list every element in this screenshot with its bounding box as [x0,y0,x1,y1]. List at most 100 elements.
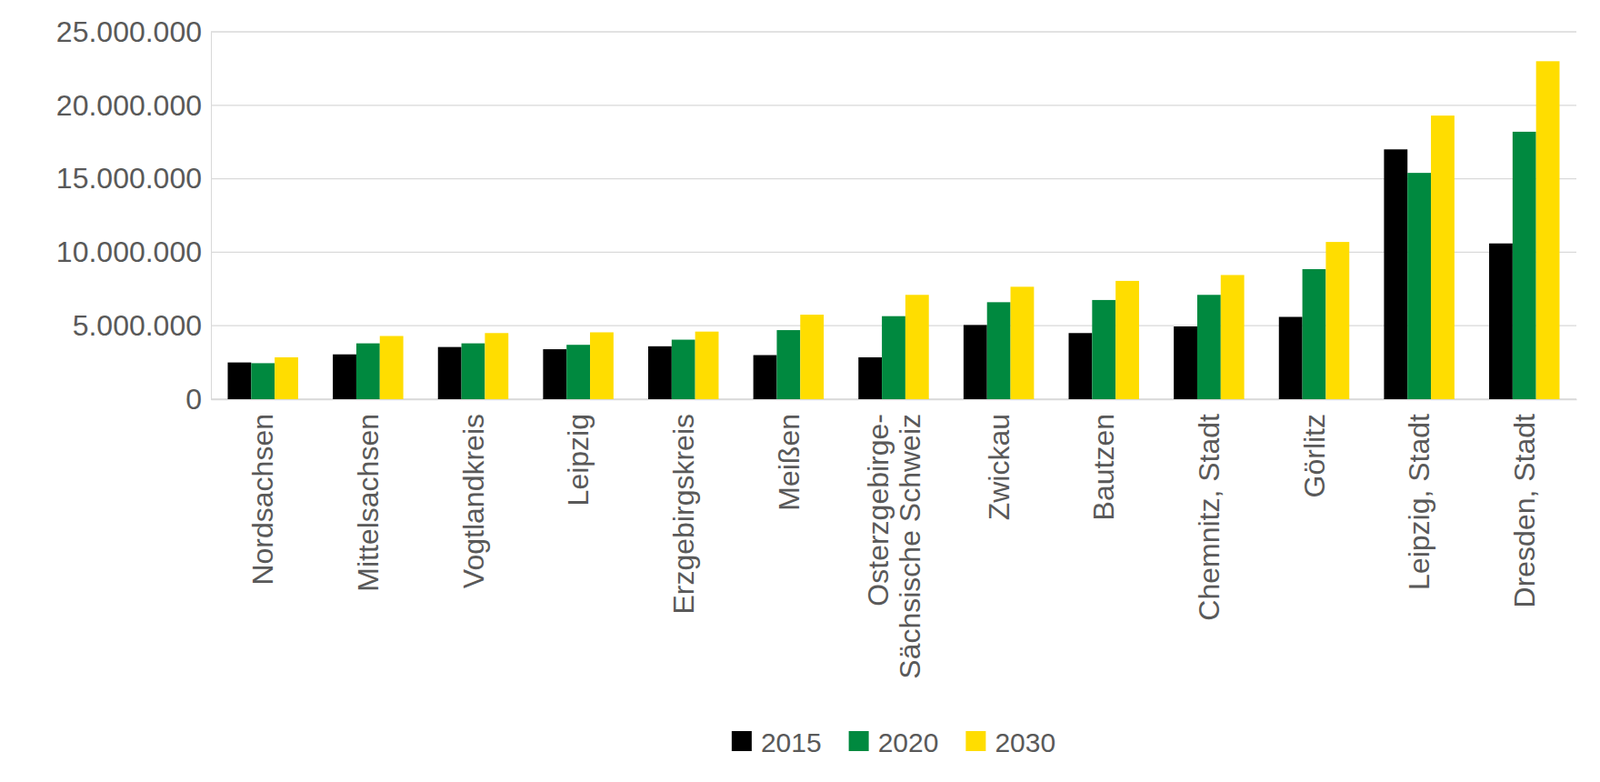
bar [438,347,462,400]
x-tick: Leipzig, Stadt [1402,399,1436,590]
x-tick: Vogtlandkreis [457,399,490,589]
bar [250,362,275,400]
x-tick: Mittelsachsen [351,399,385,592]
bar [590,331,614,400]
bar [332,354,357,400]
x-tick-label: Leipzig, Stadt [1402,413,1436,590]
bar [695,331,720,400]
y-tick: 15.000.000 [56,161,211,195]
bar [1430,115,1455,400]
bar [274,357,299,400]
bar [858,357,882,400]
grid-line [210,104,1577,106]
bar [1010,286,1035,400]
legend-swatch [849,730,870,751]
bar [776,330,800,400]
bar [1383,149,1408,400]
bar [1536,60,1560,400]
series [274,60,1560,400]
grid-line [210,30,1577,32]
bar [542,349,567,400]
legend-item: 2020 [849,727,940,758]
bar [1489,243,1513,400]
x-tick: Osterzgebirge-Sächsische Schweiz [861,399,927,680]
grid [210,31,1577,400]
y-tick: 10.000.000 [56,235,211,269]
y-tick-label: 25.000.000 [56,15,202,49]
bar [1279,317,1303,400]
bar [1512,131,1537,400]
x-tick-label: Mittelsachsen [351,413,385,592]
bar [1173,326,1198,400]
series [228,149,1513,400]
bar [380,336,404,400]
bar [987,301,1011,400]
x-tick-label: Görlitz [1298,413,1331,498]
legend-label: 2030 [994,727,1056,758]
y-tick-label: 0 [185,382,202,416]
bar [963,324,988,400]
grid-line [210,178,1577,180]
chart: 0 5.000.000 10.000.000 15.000.000 20.000.000… [0,0,1600,782]
bar [1069,332,1093,400]
bar [1302,269,1327,400]
x-tick-label: Meißen [772,413,806,511]
plot: 0 5.000.000 10.000.000 15.000.000 20.000.000… [56,15,1578,680]
x-tick-label: Zwickau [982,413,1016,520]
y-tick-label: 15.000.000 [56,161,202,195]
y-tick: 20.000.000 [56,89,211,122]
legend-label: 2015 [760,727,822,758]
x-tick: Görlitz [1298,399,1331,498]
bar [671,340,696,400]
x-tick: Leipzig [561,399,595,506]
legend-item: 2030 [965,727,1056,758]
y-tick: 25.000.000 [56,15,211,49]
legend-swatch [965,730,986,751]
y-tick-label: 10.000.000 [56,235,202,269]
bar [228,362,252,400]
x-tick: Chemnitz, Stadt [1192,399,1226,621]
bars [228,60,1560,400]
series [250,131,1536,400]
legend: 2015 2020 2030 [731,727,1056,758]
bar [1325,241,1350,400]
bar [566,344,590,400]
y-tick: 5.000.000 [72,309,211,342]
x-tick-label: Osterzgebirge-Sächsische Schweiz [861,413,927,680]
x-tick: Bautzen [1087,399,1120,520]
bar [753,355,778,400]
legend-swatch [731,730,752,751]
x-axis: Nordsachsen Mittelsachsen Vogtlandkreis Lei… [211,399,1578,680]
bar [461,343,486,400]
legend-label: 2020 [878,727,940,758]
x-tick: Zwickau [982,399,1016,520]
x-tick-label: Erzgebirgskreis [667,413,700,615]
x-axis-line [211,399,1578,400]
x-tick: Nordsachsen [246,399,280,586]
y-tick-label: 20.000.000 [56,89,202,122]
y-tick: 0 [185,382,211,416]
x-tick-label: Nordsachsen [246,413,280,586]
bar [484,332,509,400]
bar [1220,274,1245,400]
x-tick-label: Vogtlandkreis [457,413,490,589]
x-tick-label: Bautzen [1087,413,1120,520]
x-tick-label: Chemnitz, Stadt [1192,413,1226,621]
y-axis-line [210,32,212,400]
bar [800,314,824,400]
x-tick: Erzgebirgskreis [667,399,700,615]
bar [1407,172,1431,400]
bar [648,346,672,400]
bar [356,343,380,400]
grid-line [210,251,1577,253]
bar [881,316,906,400]
y-axis: 0 5.000.000 10.000.000 15.000.000 20.000.000… [56,15,212,416]
bar [1197,294,1221,400]
legend-item: 2015 [731,727,822,758]
x-tick: Dresden, Stadt [1508,399,1541,608]
x-tick-label: Dresden, Stadt [1508,413,1541,609]
bar [1115,280,1140,400]
y-tick-label: 5.000.000 [72,309,202,342]
x-tick-label: Leipzig [561,413,595,506]
x-tick: Meißen [772,399,806,511]
